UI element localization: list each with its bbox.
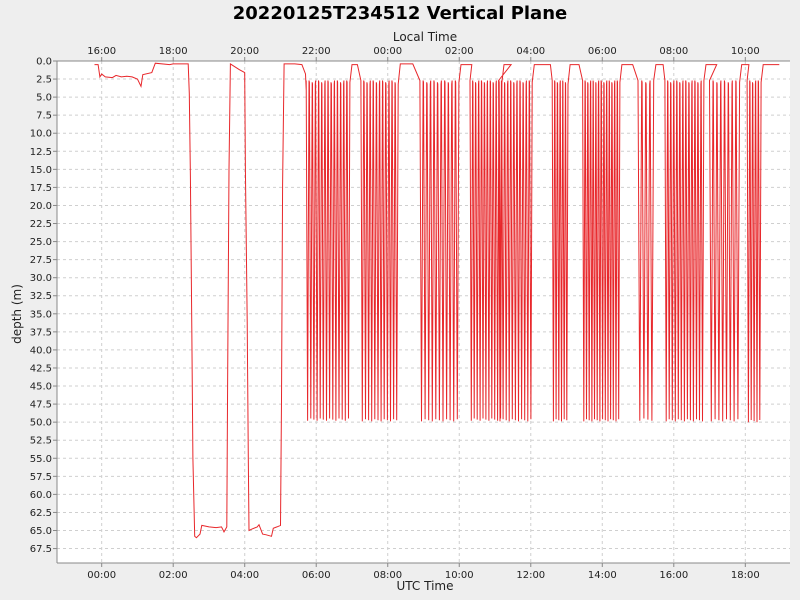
x2-tick-label: 04:00 xyxy=(516,46,545,57)
y-tick-label: 30.0 xyxy=(30,273,52,284)
y-tick-label: 0.0 xyxy=(36,57,52,68)
x-tick-label: 18:00 xyxy=(731,570,760,581)
x2-tick-label: 18:00 xyxy=(159,46,188,57)
y-axis-label: depth (m) xyxy=(10,284,24,344)
y-tick-label: 42.5 xyxy=(30,363,52,374)
x2-tick-label: 08:00 xyxy=(659,46,688,57)
series-line xyxy=(94,62,780,539)
x-tick-label: 00:00 xyxy=(87,570,116,581)
y-tick-label: 37.5 xyxy=(30,327,52,338)
x-tick-label: 16:00 xyxy=(659,570,688,581)
y-tick-label: 7.5 xyxy=(36,111,52,122)
y-tick-label: 5.0 xyxy=(36,93,52,104)
y-tick-label: 2.5 xyxy=(36,75,52,86)
y-tick-label: 17.5 xyxy=(30,183,52,194)
y-tick-label: 35.0 xyxy=(30,309,52,320)
y-tick-label: 47.5 xyxy=(30,400,52,411)
top-axis-label: Local Time xyxy=(393,30,457,44)
y-tick-label: 60.0 xyxy=(30,490,52,501)
y-tick-label: 10.0 xyxy=(30,129,52,140)
y-tick-label: 20.0 xyxy=(30,201,52,212)
y-tick-label: 62.5 xyxy=(30,508,52,519)
x-tick-label: 02:00 xyxy=(159,570,188,581)
x2-tick-label: 00:00 xyxy=(373,46,402,57)
y-tick-label: 55.0 xyxy=(30,454,52,465)
x-tick-label: 04:00 xyxy=(230,570,259,581)
x-tick-label: 10:00 xyxy=(445,570,474,581)
y-tick-label: 65.0 xyxy=(30,526,52,537)
bottom-axis-label: UTC Time xyxy=(397,579,454,593)
y-tick-label: 50.0 xyxy=(30,418,52,429)
x2-tick-label: 22:00 xyxy=(302,46,331,57)
axes xyxy=(53,57,790,567)
chart-title: 20220125T234512 Vertical Plane xyxy=(233,3,567,24)
x-tick-label: 12:00 xyxy=(516,570,545,581)
x2-tick-label: 16:00 xyxy=(87,46,116,57)
y-tick-label: 67.5 xyxy=(30,544,52,555)
y-tick-label: 45.0 xyxy=(30,382,52,393)
series-layer xyxy=(94,62,780,539)
x2-tick-label: 10:00 xyxy=(731,46,760,57)
y-tick-label: 12.5 xyxy=(30,147,52,158)
x2-tick-label: 02:00 xyxy=(445,46,474,57)
tick-labels: 0.0 2.5 5.0 7.5 10.0 12.5 15.0 17.5 20.0 22.5 25.0… xyxy=(30,46,760,581)
x-tick-label: 06:00 xyxy=(302,570,331,581)
y-tick-label: 15.0 xyxy=(30,165,52,176)
x2-tick-label: 20:00 xyxy=(230,46,259,57)
y-tick-label: 57.5 xyxy=(30,472,52,483)
y-tick-label: 32.5 xyxy=(30,291,52,302)
y-tick-label: 25.0 xyxy=(30,237,52,248)
x-tick-label: 14:00 xyxy=(588,570,617,581)
gridlines xyxy=(57,60,790,563)
y-tick-label: 27.5 xyxy=(30,255,52,266)
y-tick-label: 40.0 xyxy=(30,345,52,356)
y-tick-label: 52.5 xyxy=(30,436,52,447)
x2-tick-label: 06:00 xyxy=(588,46,617,57)
y-tick-label: 22.5 xyxy=(30,219,52,230)
x-tick-label: 08:00 xyxy=(373,570,402,581)
